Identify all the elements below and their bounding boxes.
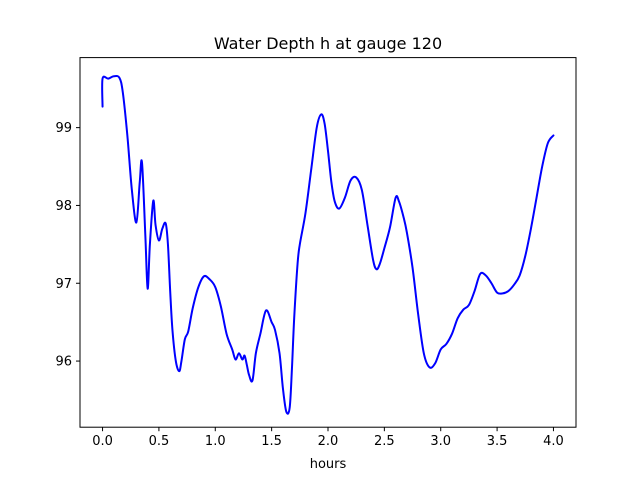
x-tick-label: 3.0 bbox=[430, 434, 451, 449]
x-tick-label: 2.5 bbox=[374, 434, 395, 449]
y-tick-label: 98 bbox=[55, 199, 72, 214]
x-tick-label: 1.0 bbox=[205, 434, 226, 449]
series-group bbox=[101, 74, 555, 415]
y-tick-label: 97 bbox=[55, 277, 72, 292]
y-tick-label: 99 bbox=[55, 121, 72, 136]
y-axis-ticks: 96 97 98 99 bbox=[55, 121, 80, 370]
x-tick-label: 0.0 bbox=[92, 434, 113, 449]
x-axis-ticks: 0.0 0.5 1.0 1.5 2.0 2.5 3.0 3.5 4.0 bbox=[92, 427, 564, 449]
plot-frame bbox=[79, 57, 577, 428]
x-tick-label: 0.5 bbox=[149, 434, 170, 449]
y-tick-label: 96 bbox=[55, 355, 72, 370]
x-tick-label: 2.0 bbox=[318, 434, 339, 449]
x-tick-label: 1.5 bbox=[261, 434, 282, 449]
chart-title: Water Depth h at gauge 120 bbox=[214, 34, 442, 53]
x-tick-label: 4.0 bbox=[543, 434, 564, 449]
plot-area bbox=[80, 57, 576, 428]
series-line bbox=[101, 74, 555, 415]
x-tick-label: 3.5 bbox=[487, 434, 508, 449]
x-axis-label: hours bbox=[310, 457, 347, 472]
